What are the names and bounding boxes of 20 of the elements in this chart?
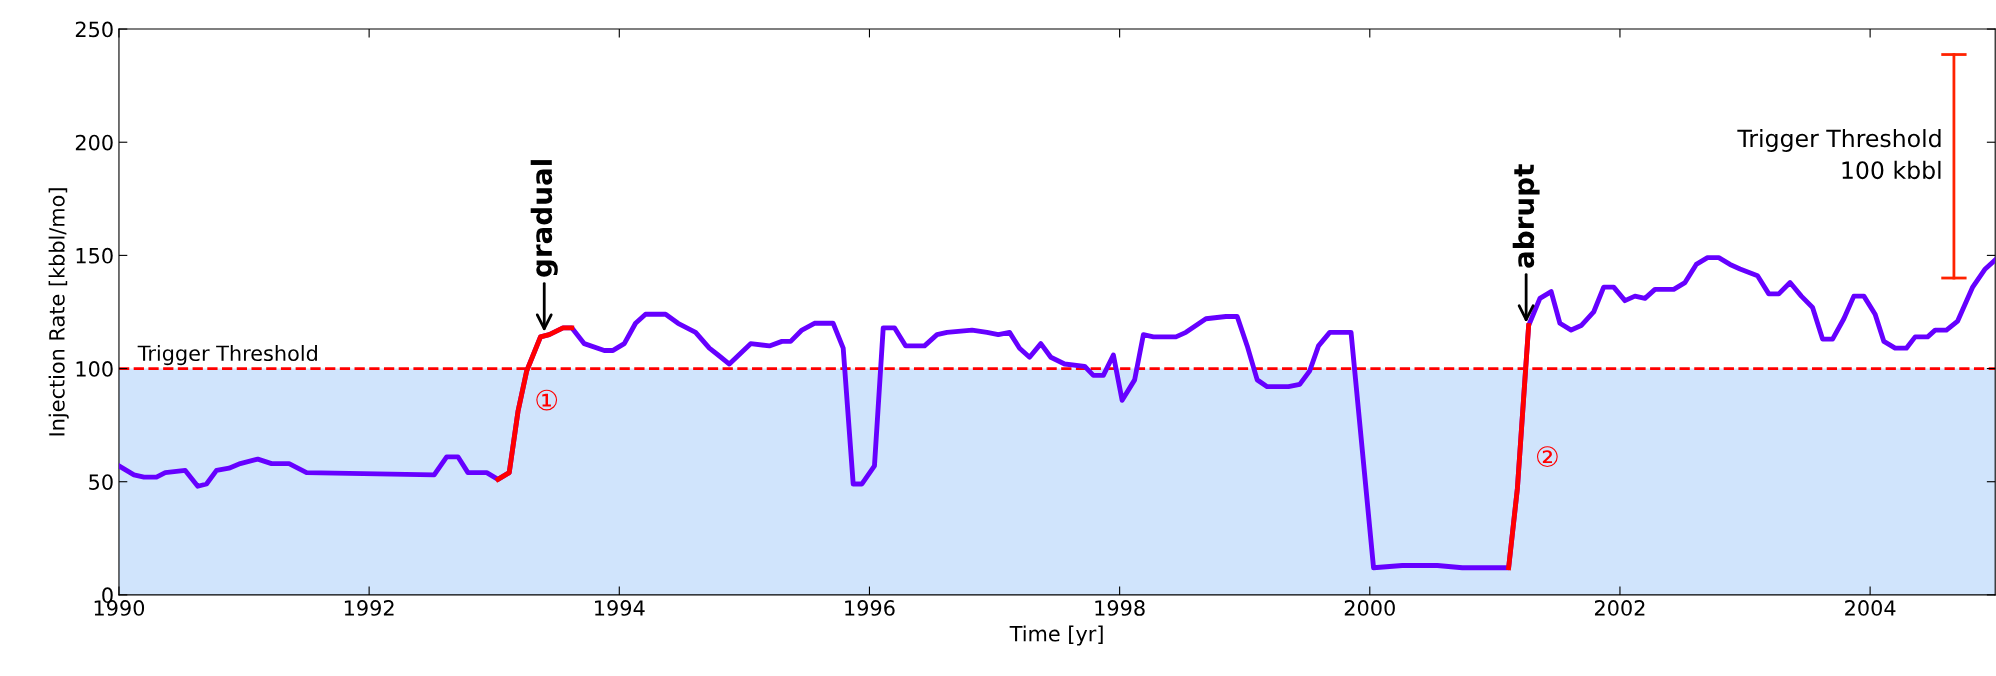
x-tick-label: 1996 (845, 600, 895, 616)
y-tick-label: 150 (76, 247, 113, 264)
x-tick-label: 1998 (1095, 600, 1145, 616)
annotation: ① (536, 389, 558, 411)
x-axis-title: Time [yr] (1009, 625, 1103, 646)
x-tick-label: 2004 (1845, 600, 1896, 616)
annotation: Trigger Threshold 100 kbbl (1737, 129, 1941, 180)
annotation: gradual (530, 160, 558, 277)
x-tick-label: 2000 (1344, 600, 1395, 616)
x-tick-label: 2002 (1594, 600, 1645, 616)
y-tick-label: 200 (75, 134, 113, 151)
ref-line-label: Trigger Threshold (137, 345, 317, 366)
x-tick-label: 1992 (344, 600, 394, 616)
annotation: abrupt (1512, 164, 1540, 268)
y-tick-label: 50 (89, 474, 113, 490)
y-tick-label: 250 (75, 21, 113, 38)
y-tick-label: 100 (76, 361, 113, 377)
x-tick-label: 1994 (595, 600, 645, 616)
y-axis-title: Injection Rate [kbbl/mo] (48, 188, 69, 436)
annotation: ② (1536, 446, 1558, 468)
